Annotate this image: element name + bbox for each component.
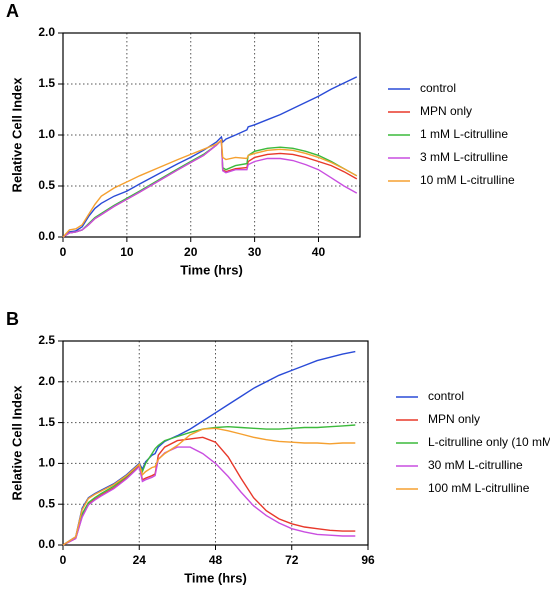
y-tick-label: 0.5 [38,178,55,192]
x-tick-label: 72 [285,553,299,567]
legend-label: 1 mM L-citrulline [420,127,508,141]
y-tick-label: 0.0 [38,537,55,551]
x-tick-label: 96 [361,553,375,567]
y-tick-label: 0.0 [38,229,55,243]
legend-label: control [420,81,456,95]
series-line [62,350,356,546]
x-tick-label: 24 [133,553,147,567]
plot-frame [62,32,361,238]
series-line [62,138,358,238]
x-tick-label: 10 [120,245,134,259]
x-tick-label: 0 [60,245,67,259]
x-tick-label: 30 [248,245,262,259]
x-tick-label: 0 [60,553,67,567]
y-tick-label: 2.0 [38,374,55,388]
x-tick-label: 40 [312,245,326,259]
legend-label: 30 mM L-citrulline [428,458,523,472]
legend-label: control [428,389,464,403]
y-tick-label: 1.0 [38,456,55,470]
legend-label: MPN only [428,412,480,426]
x-axis-label: Time (hrs) [184,570,247,585]
y-axis-label: Relative Cell Index [9,77,24,193]
series-line [62,138,358,238]
series-line [62,138,358,238]
y-axis-label: Relative Cell Index [9,385,24,501]
y-tick-label: 2.0 [38,25,55,39]
y-tick-label: 1.0 [38,127,55,141]
legend-label: 3 mM L-citrulline [420,150,508,164]
series-line [62,427,356,546]
panel-label: B [6,309,19,329]
legend-label: 100 mM L-citrulline [428,481,530,495]
legend-label: 10 mM L-citrulline [420,173,515,187]
x-tick-label: 20 [184,245,198,259]
series-line [62,446,356,546]
series-line [62,436,356,546]
y-tick-label: 0.5 [38,496,55,510]
panel-label: A [6,1,19,21]
legend-label: L-citrulline only (10 mM) [428,435,550,449]
x-tick-label: 48 [209,553,223,567]
x-axis-label: Time (hrs) [180,262,243,277]
plot-frame [62,340,369,546]
series-line [62,76,358,238]
legend-label: MPN only [420,104,472,118]
series-line [62,424,356,546]
y-tick-label: 1.5 [38,76,55,90]
y-tick-label: 2.5 [38,333,55,347]
y-tick-label: 1.5 [38,415,55,429]
series-line [62,138,358,238]
